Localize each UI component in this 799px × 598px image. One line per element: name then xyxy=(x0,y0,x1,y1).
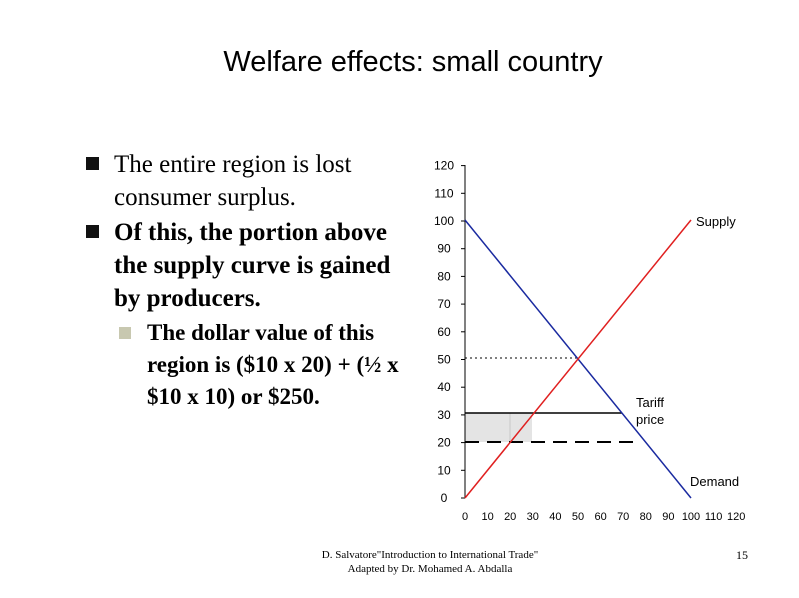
y-tick-label: 80 xyxy=(437,269,451,283)
x-tick-label: 70 xyxy=(617,511,629,523)
y-tick-label: 100 xyxy=(434,214,454,228)
footer-line-2: Adapted by Dr. Mohamed A. Abdalla xyxy=(347,563,513,575)
x-tick-label: 90 xyxy=(662,511,674,523)
supply-curve xyxy=(464,219,692,499)
y-tick-label: 20 xyxy=(437,436,451,450)
y-tick-label: 10 xyxy=(437,463,451,477)
slide-title: Welfare effects: small country xyxy=(223,46,603,78)
y-tick-label: 120 xyxy=(434,159,454,173)
footer-line-1: D. Salvatore"Introduction to Internation… xyxy=(321,549,539,561)
y-axis-ticks: 0 10 20 30 40 50 60 70 80 90 100 110 120 xyxy=(434,159,465,505)
bullet-list: The entire region is lost consumer surpl… xyxy=(86,148,416,413)
bullet-item-3: The dollar value of this region is ($10 … xyxy=(119,317,416,413)
shaded-surplus-region xyxy=(465,413,532,442)
x-tick-label: 110 xyxy=(705,511,723,523)
y-tick-label: 90 xyxy=(437,242,451,256)
bullet-item-2: Of this, the portion above the supply cu… xyxy=(86,216,416,315)
bullet-item-1: The entire region is lost consumer surpl… xyxy=(86,148,416,214)
y-tick-label: 70 xyxy=(437,297,451,311)
footer-credit: D. Salvatore"Introduction to Internation… xyxy=(300,548,560,576)
x-tick-label: 10 xyxy=(481,511,493,523)
x-tick-label: 60 xyxy=(594,511,606,523)
y-tick-label: 50 xyxy=(437,353,451,367)
y-tick-label: 60 xyxy=(437,325,451,339)
y-tick-label: 30 xyxy=(437,408,451,422)
y-tick-label: 110 xyxy=(434,186,453,200)
tariff-label-line2: price xyxy=(636,412,664,427)
x-tick-label: 30 xyxy=(527,511,539,523)
x-tick-label: 0 xyxy=(462,511,468,523)
page-number: 15 xyxy=(736,548,748,562)
tariff-label-line1: Tariff xyxy=(636,395,664,410)
demand-label: Demand xyxy=(690,474,739,489)
x-tick-label: 50 xyxy=(572,511,584,523)
bullet-text-2: Of this, the portion above the supply cu… xyxy=(114,219,391,312)
bullet-text-3: The dollar value of this region is ($10 … xyxy=(147,320,399,409)
sub-bullet-square-icon xyxy=(119,327,131,339)
y-tick-label: 40 xyxy=(437,380,451,394)
x-axis-ticks: 0 10 20 30 40 50 60 70 80 90 100 110 120 xyxy=(462,511,745,523)
y-tick-label: 0 xyxy=(441,491,448,505)
bullet-text-1: The entire region is lost consumer surpl… xyxy=(114,151,352,211)
bullet-square-icon xyxy=(86,225,99,238)
x-tick-label: 80 xyxy=(640,511,652,523)
x-tick-label: 40 xyxy=(549,511,561,523)
x-tick-label: 100 xyxy=(682,511,700,523)
bullet-square-icon xyxy=(86,157,99,170)
supply-label: Supply xyxy=(696,214,736,229)
x-tick-label: 120 xyxy=(727,511,745,523)
x-tick-label: 20 xyxy=(504,511,516,523)
